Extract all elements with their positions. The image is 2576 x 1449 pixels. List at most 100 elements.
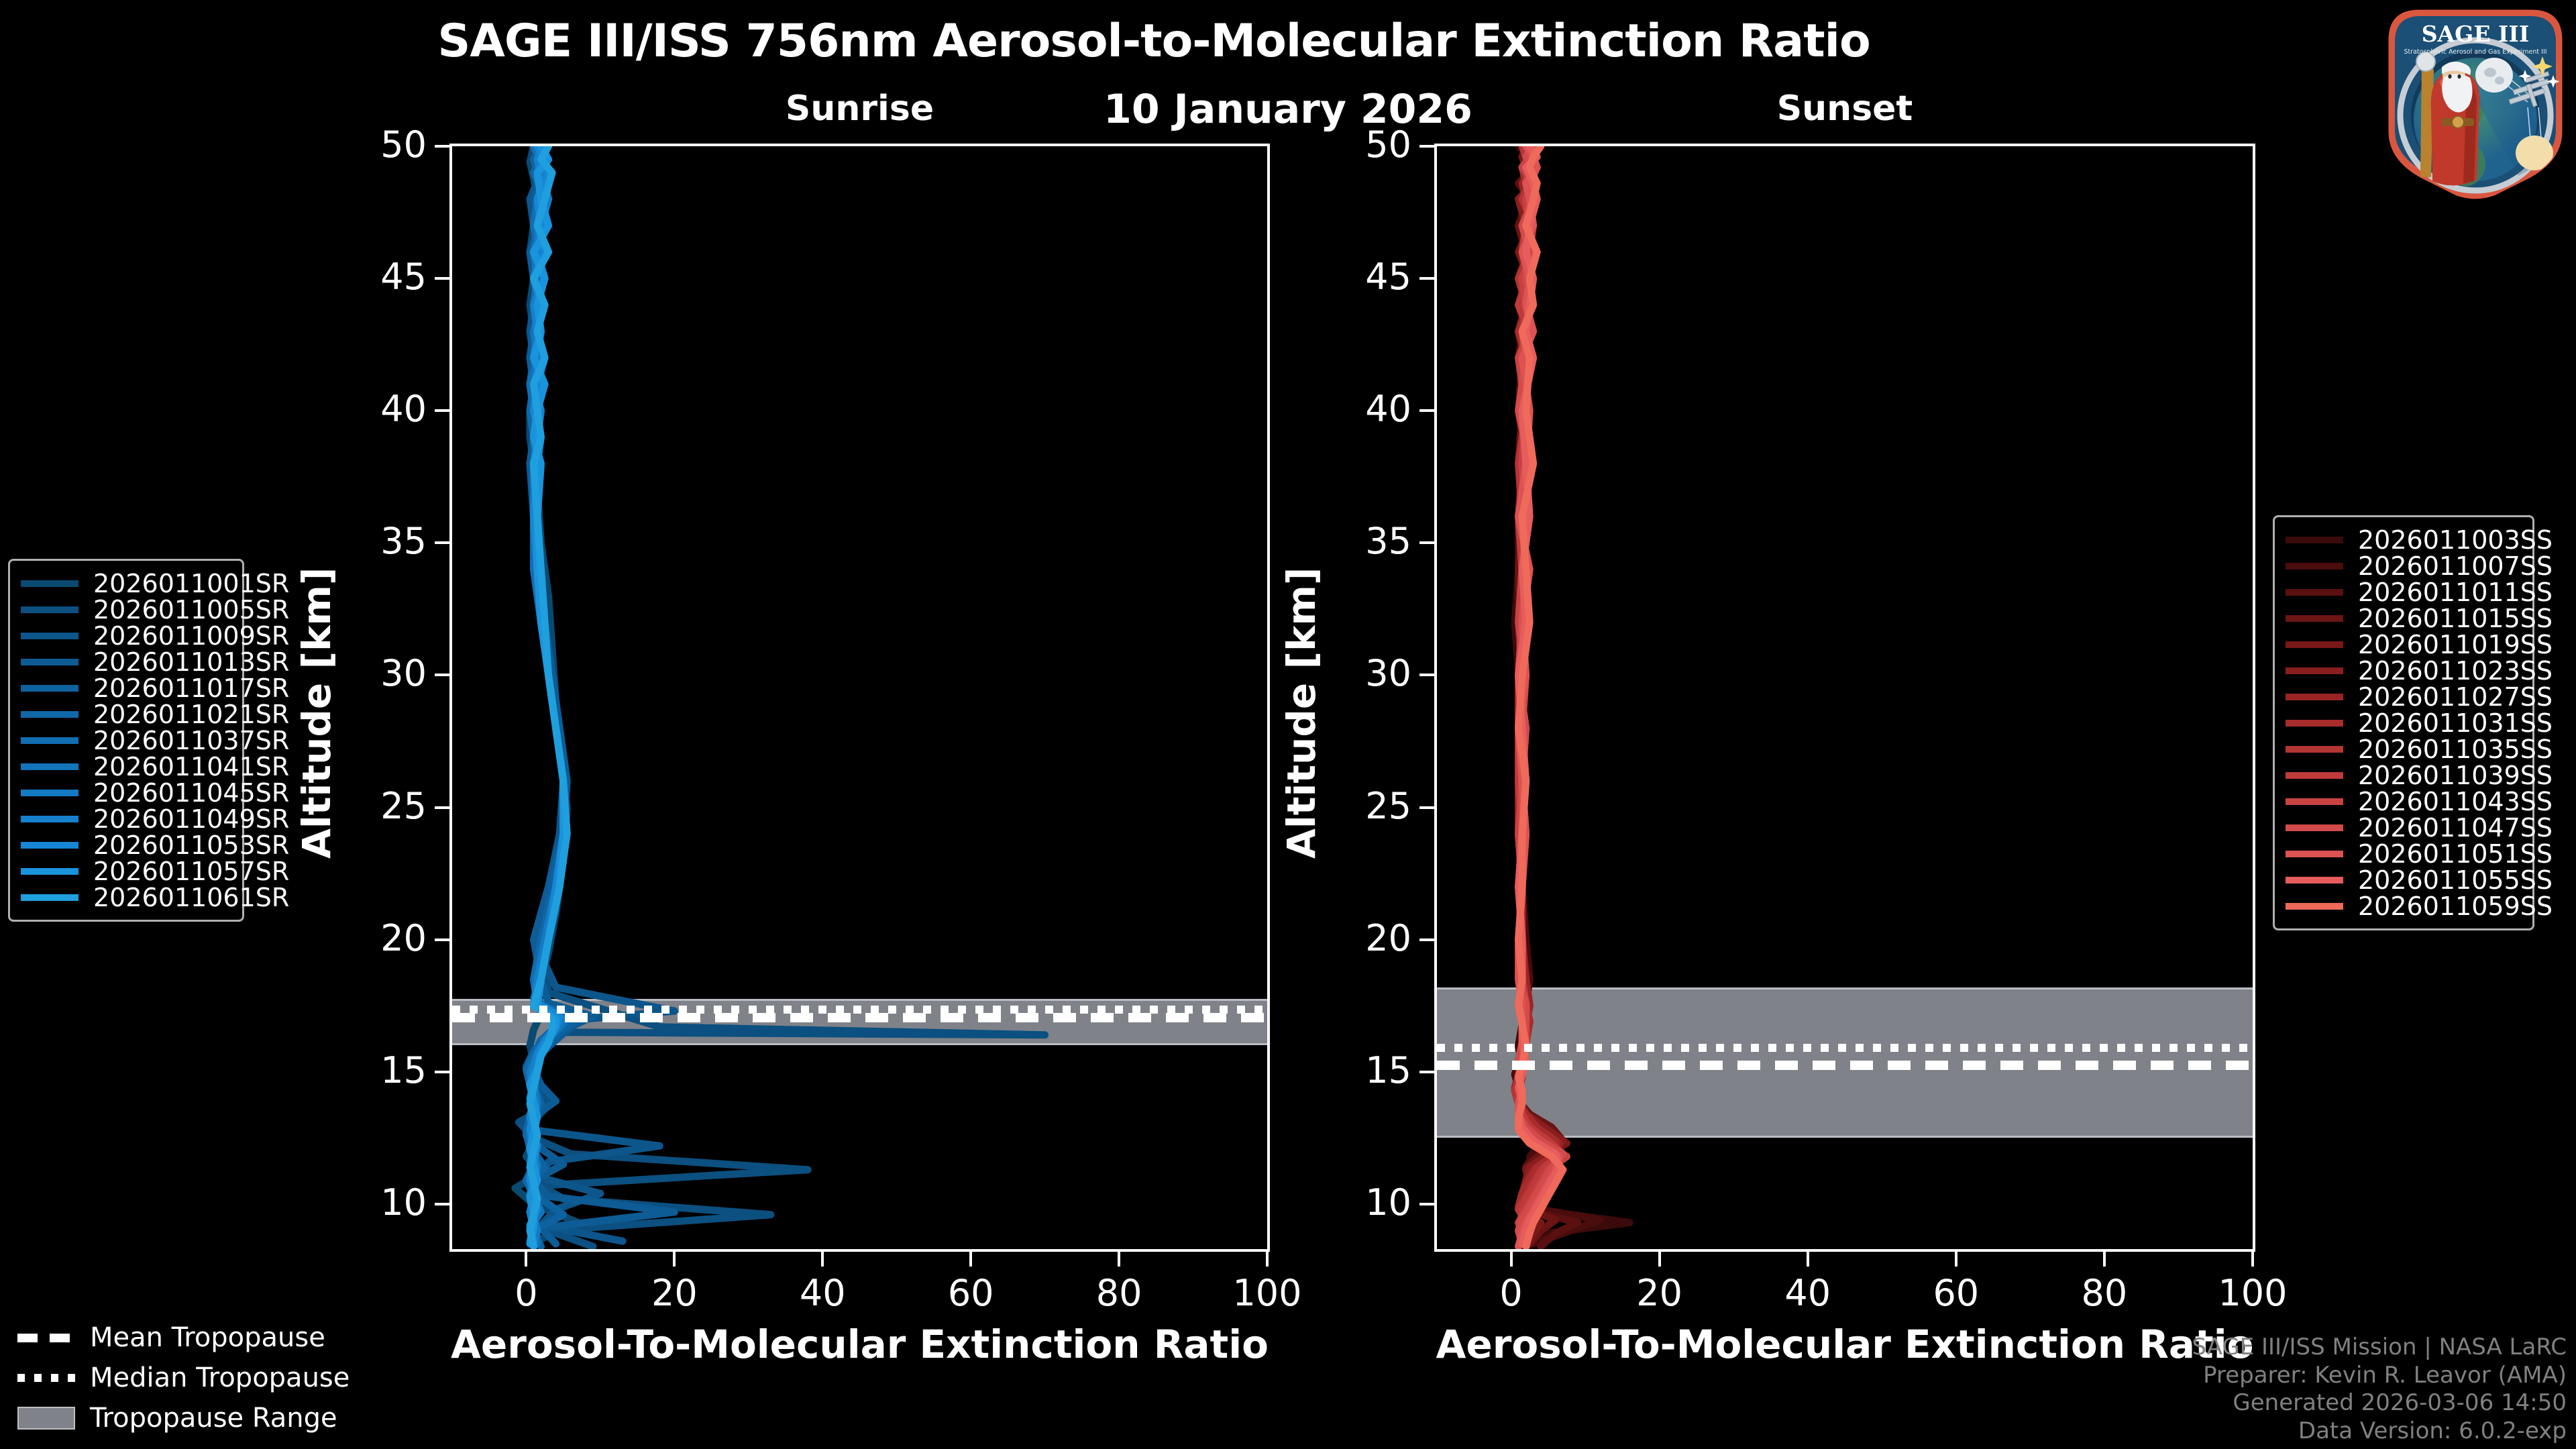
credits-preparer: Preparer: Kevin R. Leavor (AMA): [2203, 1361, 2567, 1389]
legend-label: 2026011001SR: [93, 568, 290, 598]
y-axis-tick-label: 10: [1365, 1181, 1411, 1224]
legend-color-swatch-icon: [21, 789, 78, 796]
legend-sunrise[interactable]: 2026011001SR 2026011005SR 2026011009SR 2026…: [8, 559, 289, 922]
x-axis-tick-mark: [1266, 1252, 1269, 1267]
legend-item[interactable]: 2026011057SR: [21, 857, 289, 886]
plot-sunrise[interactable]: [449, 144, 1270, 1252]
legend-color-swatch-icon: [21, 606, 78, 613]
credits-mission: SAGE III/ISS Mission | NASA LaRC: [2192, 1334, 2567, 1361]
legend-item[interactable]: 2026011061SR: [21, 883, 289, 912]
legend-label: 2026011053SR: [93, 830, 290, 860]
y-axis-tick-mark: [435, 1070, 449, 1073]
y-axis-tick-label: 15: [380, 1049, 427, 1091]
legend-label: 2026011015SS: [2358, 603, 2553, 633]
panel-label-sunrise: Sunrise: [785, 89, 934, 129]
x-axis-tick-label: 20: [651, 1272, 698, 1314]
legend-label: Mean Tropopause: [90, 1322, 325, 1353]
legend-item[interactable]: 2026011007SS: [2286, 551, 2553, 581]
legend-item[interactable]: 2026011049SR: [21, 804, 289, 834]
legend-item[interactable]: 2026011047SS: [2286, 813, 2553, 843]
x-axis-tick-label: 80: [2081, 1272, 2128, 1314]
legend-color-swatch-icon: [21, 580, 78, 587]
y-axis-label: Altitude [km]: [1279, 567, 1324, 859]
legend-item[interactable]: 2026011031SS: [2286, 708, 2553, 738]
legend-label: 2026011027SS: [2358, 682, 2553, 712]
x-axis-tick-label: 40: [1784, 1272, 1831, 1314]
y-axis-tick-mark: [435, 277, 449, 280]
legend-color-swatch-icon: [2286, 562, 2343, 570]
legend-sunset[interactable]: 2026011003SS 2026011007SS 2026011011SS 2026…: [2273, 515, 2553, 930]
y-axis-tick-mark: [1419, 674, 1434, 677]
legend-label: 2026011039SS: [2358, 760, 2553, 790]
legend-label: 2026011003SS: [2358, 525, 2553, 555]
legend-color-swatch-icon: [21, 684, 78, 692]
y-axis-tick-label: 35: [380, 520, 427, 563]
y-axis-tick-mark: [1419, 145, 1434, 148]
legend-item[interactable]: 2026011041SR: [21, 752, 289, 782]
legend-item[interactable]: 2026011039SS: [2286, 761, 2553, 790]
legend-item[interactable]: 2026011017SR: [21, 674, 289, 703]
plot-sunset[interactable]: [1434, 144, 2255, 1252]
profile-line: [526, 146, 571, 1249]
y-axis-tick-label: 45: [380, 256, 427, 299]
credits-block: SAGE III/ISS Mission | NASA LaRC Prepare…: [2192, 1334, 2567, 1445]
plot-area-sunrise: [452, 146, 1267, 1249]
x-axis-tick-mark: [821, 1252, 824, 1267]
x-axis-tick-mark: [1118, 1252, 1121, 1267]
legend-item[interactable]: 2026011009SR: [21, 621, 289, 651]
legend-label: 2026011045SR: [93, 777, 290, 808]
legend-item-median-tropopause[interactable]: Median Tropopause: [17, 1358, 366, 1398]
y-axis-tick-label: 35: [1365, 520, 1411, 563]
legend-item[interactable]: 2026011043SS: [2286, 787, 2553, 816]
legend-item[interactable]: 2026011005SR: [21, 595, 289, 625]
legend-item[interactable]: 2026011023SS: [2286, 656, 2553, 686]
legend-item[interactable]: 2026011027SS: [2286, 682, 2553, 712]
y-axis-tick-mark: [1419, 541, 1434, 545]
date-subtitle: 10 January 2026: [1104, 86, 1472, 133]
profile-lines: [511, 146, 1049, 1249]
legend-label: 2026011013SR: [93, 647, 290, 677]
legend-label: 2026011055SS: [2358, 865, 2553, 895]
legend-item[interactable]: 2026011037SR: [21, 726, 289, 755]
legend-color-swatch-icon: [21, 737, 78, 744]
x-axis-tick-mark: [1658, 1252, 1661, 1267]
legend-item[interactable]: 2026011001SR: [21, 569, 289, 598]
x-axis-tick-label: 20: [1636, 1272, 1682, 1314]
mean-tropopause-dash-icon: [17, 1333, 75, 1342]
legend-label: 2026011035SS: [2358, 734, 2553, 764]
legend-label: 2026011009SR: [93, 621, 290, 651]
x-axis-tick-label: 100: [1232, 1272, 1302, 1314]
y-axis-tick-label: 45: [1365, 256, 1411, 299]
y-axis-tick-mark: [1419, 1070, 1434, 1073]
legend-label: 2026011057SR: [93, 856, 290, 886]
legend-label: Tropopause Range: [90, 1403, 337, 1434]
y-axis-tick-label: 30: [380, 652, 427, 695]
median-tropopause-line: [452, 1006, 1267, 1014]
y-axis-tick-label: 20: [380, 916, 427, 959]
legend-color-swatch-icon: [21, 841, 78, 849]
logo-subtitle-left: Stratospheric Aerosol and Gas Experiment…: [2404, 48, 2546, 56]
legend-item[interactable]: 2026011015SS: [2286, 604, 2553, 633]
legend-item[interactable]: 2026011011SS: [2286, 578, 2553, 607]
legend-item[interactable]: 2026011045SR: [21, 778, 289, 808]
legend-tropopause[interactable]: Mean Tropopause Median Tropopause Tropop…: [17, 1318, 366, 1438]
tropopause-range-swatch-icon: [17, 1407, 75, 1430]
legend-color-swatch-icon: [2286, 771, 2343, 779]
legend-item[interactable]: 2026011051SS: [2286, 839, 2553, 869]
x-axis-tick-mark: [969, 1252, 973, 1267]
y-axis-label: Altitude [km]: [294, 567, 339, 859]
legend-item[interactable]: 2026011019SS: [2286, 630, 2553, 659]
legend-item-tropopause-range[interactable]: Tropopause Range: [17, 1398, 366, 1438]
legend-label: 2026011051SS: [2358, 839, 2553, 869]
legend-item[interactable]: 2026011055SS: [2286, 865, 2553, 895]
legend-item[interactable]: 2026011059SS: [2286, 892, 2553, 921]
legend-item[interactable]: 2026011013SR: [21, 647, 289, 677]
legend-color-swatch-icon: [2286, 745, 2343, 753]
legend-item[interactable]: 2026011035SS: [2286, 735, 2553, 764]
legend-item[interactable]: 2026011021SR: [21, 700, 289, 729]
y-axis-tick-mark: [435, 938, 449, 941]
legend-item[interactable]: 2026011003SS: [2286, 525, 2553, 555]
legend-item[interactable]: 2026011053SR: [21, 830, 289, 860]
legend-color-swatch-icon: [2286, 614, 2343, 622]
legend-item-mean-tropopause[interactable]: Mean Tropopause: [17, 1318, 366, 1358]
